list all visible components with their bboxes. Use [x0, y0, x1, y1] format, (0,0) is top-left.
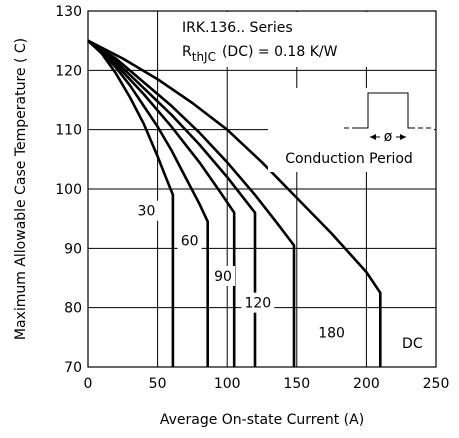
series-line-60 [87, 39, 209, 367]
y-tick-label: 90 [64, 241, 82, 257]
series-line-120 [87, 39, 257, 367]
y-tick-label: 70 [64, 360, 82, 376]
curve-labels: 30 60 90 120 180 DC [134, 200, 425, 354]
inset-phi-symbol: ø [384, 129, 393, 145]
y-tick-label: 120 [55, 63, 82, 79]
curve-label-background [315, 322, 349, 343]
series-note-background [176, 12, 400, 67]
curve-label-90: 90 [214, 269, 232, 285]
curve-label-dc: DC [402, 336, 423, 352]
series-title: IRK.136.. Series [182, 20, 293, 36]
series-line-180 [87, 39, 296, 367]
inset-arrow-head-right [400, 134, 406, 140]
x-tick-label: 200 [353, 376, 380, 392]
curve-label-background [400, 333, 425, 354]
curves [87, 39, 382, 367]
series-line-90 [87, 39, 236, 367]
tick-labels: 0 50 100 150 200 250 70 80 90 100 110 120 130 [55, 4, 449, 392]
plot-frame [87, 10, 437, 368]
conduction-inset: ø Conduction Period [268, 88, 434, 172]
curve-label-background [241, 292, 275, 313]
x-tick-label: 0 [84, 376, 93, 392]
rth-rest: (DC) = 0.18 K/W [222, 44, 338, 60]
curve-label-120: 120 [244, 296, 271, 312]
curve-label-180: 180 [318, 325, 345, 341]
x-tick-label: 250 [423, 376, 450, 392]
series-line-dc [87, 39, 382, 367]
inset-arrow-head-left [370, 134, 376, 140]
x-tick-label: 100 [214, 376, 241, 392]
inset-phi-background [380, 129, 396, 143]
curve-label-background [134, 200, 159, 221]
rth-line: RthJC (DC) = 0.18 K/W [182, 44, 338, 64]
x-tick-label: 50 [149, 376, 167, 392]
rth-symbol: R [182, 44, 192, 60]
curve-label-background [177, 230, 202, 251]
y-tick-label: 130 [55, 4, 82, 20]
curve-label-30: 30 [138, 204, 156, 220]
x-axis-label: Average On-state Current (A) [160, 412, 364, 428]
series-line-30 [87, 39, 175, 367]
curve-label-background [211, 265, 236, 286]
x-tick-label: 150 [283, 376, 310, 392]
y-axis-label: Maximum Allowable Case Temperature ( C) [13, 38, 29, 340]
inset-pulse [356, 92, 410, 129]
y-tick-label: 100 [55, 182, 82, 198]
series-note: IRK.136.. Series RthJC (DC) = 0.18 K/W [176, 12, 400, 67]
rth-subscript: thJC [192, 50, 216, 64]
inset-background [268, 88, 434, 172]
inset-label: Conduction Period [285, 151, 413, 167]
curve-label-60: 60 [181, 233, 199, 249]
y-tick-label: 110 [55, 123, 82, 139]
y-tick-label: 80 [64, 301, 82, 317]
